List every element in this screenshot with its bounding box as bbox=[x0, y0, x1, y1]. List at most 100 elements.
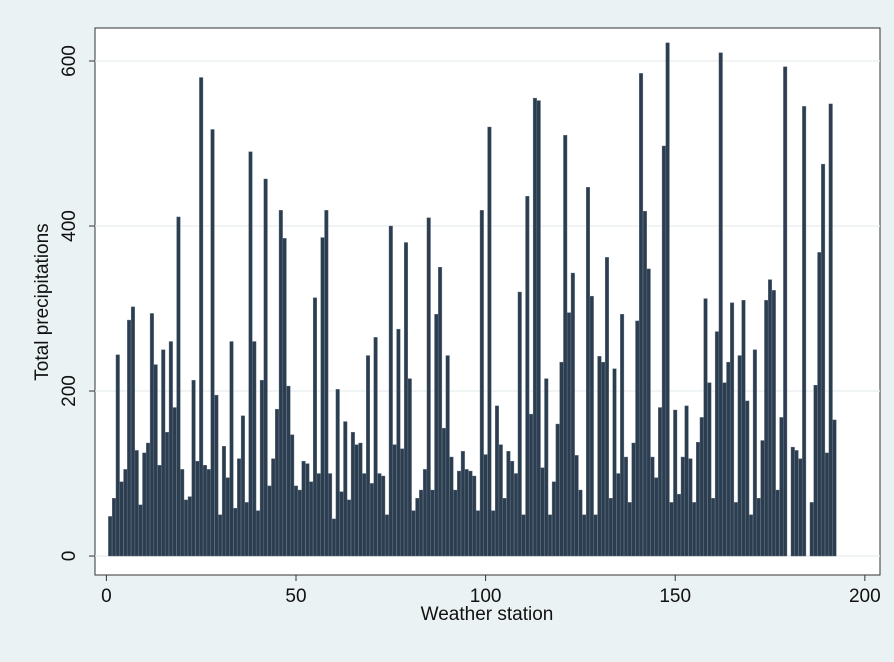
bar bbox=[551, 481, 556, 557]
bar bbox=[305, 463, 310, 557]
bar bbox=[604, 257, 609, 557]
bar bbox=[138, 504, 143, 557]
bar bbox=[127, 319, 132, 557]
y-tick-label: 400 bbox=[59, 210, 80, 242]
bar bbox=[479, 210, 484, 557]
bar bbox=[821, 163, 826, 557]
bar bbox=[654, 477, 659, 557]
bar bbox=[476, 510, 481, 557]
bar bbox=[498, 444, 503, 557]
bar bbox=[510, 460, 515, 557]
bar bbox=[415, 498, 420, 557]
bar bbox=[472, 475, 477, 557]
bar bbox=[502, 498, 507, 557]
bar bbox=[271, 458, 276, 557]
bar bbox=[620, 314, 625, 557]
bar bbox=[161, 349, 166, 557]
bar bbox=[134, 450, 139, 557]
bar bbox=[521, 514, 526, 557]
bar bbox=[494, 405, 499, 557]
bar bbox=[252, 341, 257, 557]
bar bbox=[369, 483, 374, 557]
bar bbox=[529, 413, 534, 557]
bar bbox=[366, 355, 371, 557]
bar bbox=[115, 354, 120, 557]
x-tick-label: 150 bbox=[659, 586, 691, 607]
bar bbox=[149, 313, 154, 557]
bar bbox=[608, 498, 613, 557]
bar bbox=[692, 502, 697, 557]
bar bbox=[741, 300, 746, 557]
bar bbox=[214, 394, 219, 557]
bar bbox=[445, 355, 450, 557]
bar bbox=[642, 210, 647, 557]
bar bbox=[180, 469, 185, 557]
bar bbox=[487, 126, 492, 557]
bar bbox=[165, 432, 170, 557]
bar bbox=[809, 502, 814, 557]
bar bbox=[381, 475, 386, 557]
bar bbox=[457, 470, 462, 557]
bar bbox=[335, 389, 340, 557]
bar bbox=[426, 217, 431, 557]
bar bbox=[176, 216, 181, 557]
bar bbox=[661, 145, 666, 557]
bar bbox=[248, 151, 253, 557]
bar bbox=[441, 427, 446, 557]
bar bbox=[726, 361, 731, 557]
bar bbox=[601, 361, 606, 557]
bar bbox=[221, 446, 226, 557]
bar bbox=[347, 499, 352, 557]
bar bbox=[506, 451, 511, 557]
bar bbox=[646, 268, 651, 557]
bar bbox=[403, 242, 408, 557]
bar bbox=[411, 510, 416, 557]
bar bbox=[688, 458, 693, 557]
bar bbox=[312, 297, 317, 557]
x-tick-label: 50 bbox=[285, 586, 306, 607]
bar bbox=[722, 382, 727, 557]
bar bbox=[631, 442, 636, 557]
bar bbox=[191, 380, 196, 557]
bar bbox=[673, 409, 678, 557]
bar bbox=[548, 514, 553, 557]
bar bbox=[309, 481, 314, 557]
bar bbox=[574, 455, 579, 557]
bar bbox=[210, 129, 215, 557]
bar bbox=[665, 42, 670, 557]
bar bbox=[301, 460, 306, 557]
bar bbox=[623, 456, 628, 557]
bar bbox=[559, 361, 564, 557]
bar bbox=[491, 510, 496, 557]
bar bbox=[373, 337, 378, 557]
bar bbox=[597, 356, 602, 557]
bar bbox=[407, 378, 412, 557]
bar bbox=[350, 432, 355, 557]
bar bbox=[775, 489, 780, 557]
bar bbox=[635, 320, 640, 557]
bar bbox=[123, 469, 128, 557]
bar bbox=[525, 196, 530, 557]
bar bbox=[358, 442, 363, 557]
bar bbox=[711, 498, 716, 557]
bar bbox=[730, 302, 735, 557]
bar bbox=[259, 380, 264, 557]
bar bbox=[146, 442, 151, 557]
bar bbox=[419, 489, 424, 557]
bar bbox=[108, 516, 113, 557]
bar bbox=[593, 514, 598, 557]
bar bbox=[555, 423, 560, 557]
bar bbox=[278, 210, 283, 557]
bar bbox=[677, 493, 681, 557]
bar bbox=[157, 465, 162, 557]
bar bbox=[237, 458, 242, 557]
bar bbox=[517, 291, 522, 557]
bar bbox=[195, 460, 200, 557]
bar bbox=[130, 306, 135, 557]
bar bbox=[240, 415, 245, 557]
bar bbox=[578, 489, 583, 557]
bar bbox=[320, 237, 325, 557]
bar bbox=[449, 456, 454, 557]
x-axis-label: Weather station bbox=[421, 604, 554, 625]
bar bbox=[422, 469, 427, 557]
